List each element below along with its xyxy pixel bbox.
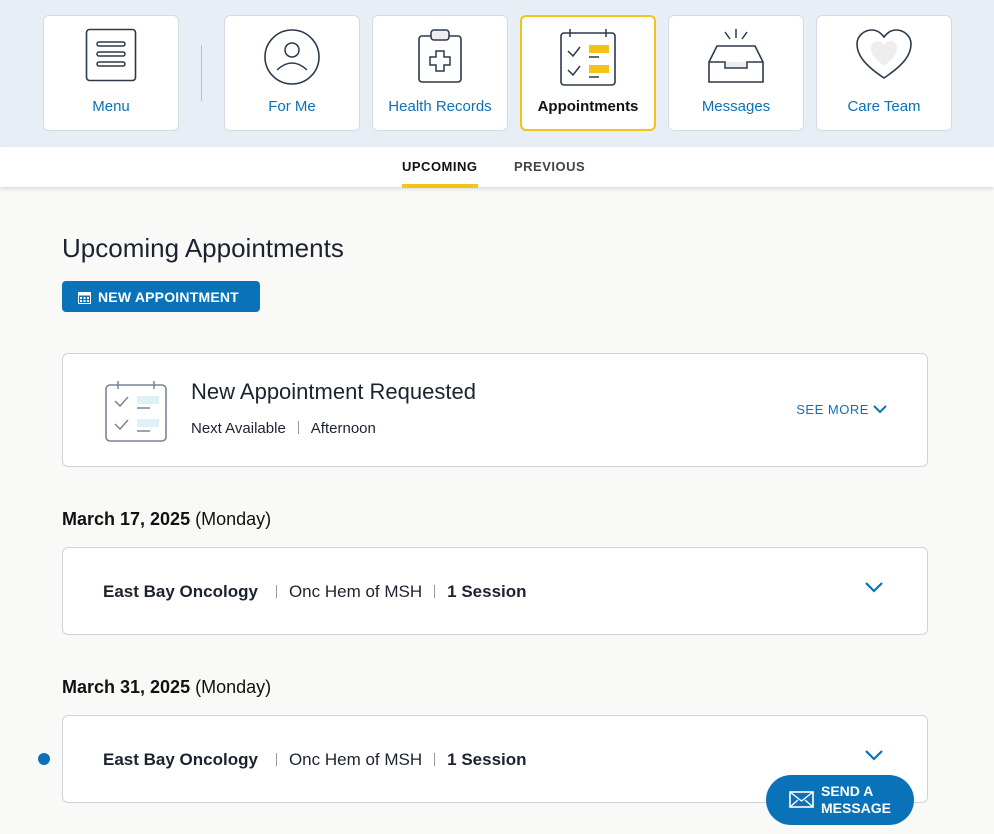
- separator: [434, 585, 436, 598]
- nav-label: Menu: [92, 98, 130, 115]
- request-card: New Appointment Requested Next Available…: [62, 353, 928, 467]
- top-nav: Menu For Me Health Records Appointments …: [0, 0, 994, 147]
- nav-appointments[interactable]: Appointments: [520, 15, 656, 131]
- appointment-location: East Bay Oncology: [103, 582, 258, 601]
- date-header: March 31, 2025 (Monday): [62, 677, 272, 697]
- chevron-down-icon: [873, 405, 887, 414]
- request-time: Next Available: [191, 420, 286, 437]
- send-message-line2: MESSAGE: [821, 800, 892, 816]
- appointment-location: East Bay Oncology: [103, 750, 258, 769]
- nav-messages[interactable]: Messages: [668, 15, 804, 131]
- envelope-icon: [789, 791, 814, 808]
- appointment-sessions: 1 Session: [447, 750, 527, 769]
- chevron-down-icon[interactable]: [865, 750, 883, 761]
- request-period: Afternoon: [310, 420, 376, 437]
- appointment-card[interactable]: East Bay Oncology Onc Hem of MSH 1 Session: [62, 547, 928, 635]
- tab-upcoming[interactable]: UPCOMING: [402, 159, 478, 188]
- new-appointment-label: NEW APPOINTMENT: [98, 289, 239, 305]
- checklist-icon: [560, 29, 616, 86]
- tab-previous[interactable]: PREVIOUS: [514, 159, 586, 174]
- separator: [297, 421, 299, 434]
- nav-label: Appointments: [537, 98, 639, 115]
- nav-health-records[interactable]: Health Records: [372, 15, 508, 131]
- inbox-icon: [708, 29, 764, 83]
- new-appointment-button[interactable]: NEW APPOINTMENT: [62, 281, 260, 312]
- appointment-dept: Onc Hem of MSH: [288, 750, 423, 769]
- heart-icon: [856, 29, 912, 79]
- nav-label: Care Team: [847, 98, 921, 115]
- send-message-button[interactable]: SEND A MESSAGE: [766, 775, 914, 825]
- chevron-down-icon[interactable]: [865, 582, 883, 593]
- divider: [201, 45, 202, 101]
- nav-for-me[interactable]: For Me: [224, 15, 360, 131]
- tab-bar: UPCOMING PREVIOUS: [0, 147, 994, 188]
- clipboard-icon: [418, 29, 462, 83]
- calendar-icon: [78, 292, 91, 304]
- separator: [275, 753, 277, 766]
- person-icon: [264, 29, 320, 85]
- menu-icon: [85, 28, 137, 82]
- send-message-line1: SEND A: [821, 783, 874, 799]
- appointment-dept: Onc Hem of MSH: [288, 582, 423, 601]
- separator: [275, 585, 277, 598]
- unread-indicator: [38, 753, 50, 765]
- nav-care-team[interactable]: Care Team: [816, 15, 952, 131]
- see-more-label: SEE MORE: [796, 402, 869, 417]
- nav-label: Messages: [701, 98, 771, 115]
- checklist-icon: [105, 381, 167, 442]
- page-title: Upcoming Appointments: [62, 233, 344, 263]
- request-title: New Appointment Requested: [191, 379, 476, 404]
- date-header: March 17, 2025 (Monday): [62, 509, 272, 529]
- appointment-sessions: 1 Session: [447, 582, 527, 601]
- see-more-button[interactable]: SEE MORE: [796, 402, 887, 417]
- nav-label: Health Records: [388, 98, 492, 115]
- separator: [434, 753, 436, 766]
- nav-label: For Me: [268, 98, 316, 115]
- nav-menu[interactable]: Menu: [43, 15, 179, 131]
